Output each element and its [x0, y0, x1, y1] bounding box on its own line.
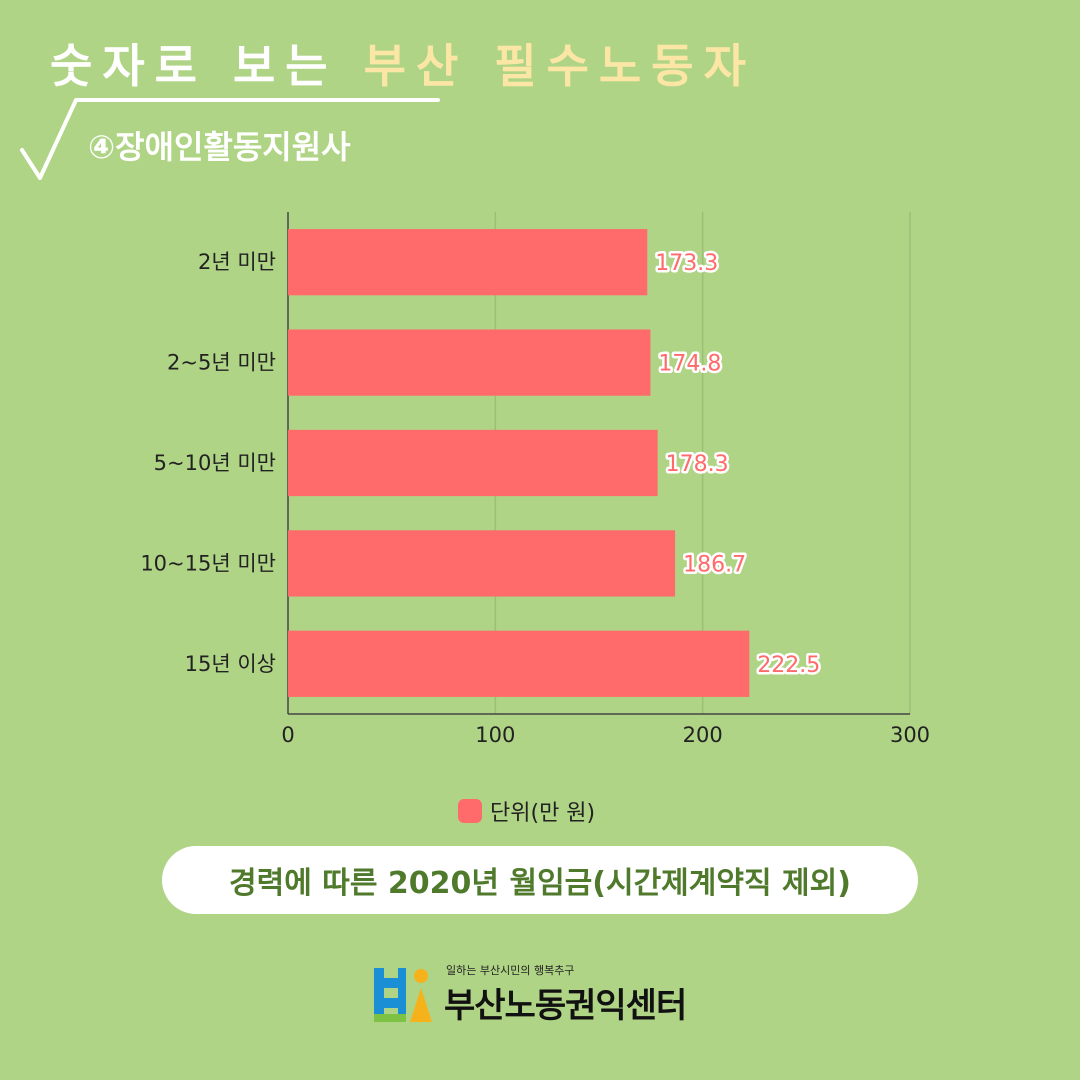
bar	[288, 530, 676, 597]
bar	[288, 329, 651, 396]
x-tick-label: 300	[890, 723, 930, 747]
chart-caption: 경력에 따른 2020년 월임금(시간제계약직 제외)	[162, 846, 918, 914]
data-label: 174.8	[658, 352, 721, 377]
x-tick-label: 0	[281, 723, 294, 747]
category-label: 2년 미만	[198, 250, 276, 274]
page-subtitle: ④장애인활동지원사	[88, 128, 351, 166]
bar	[288, 229, 648, 296]
category-label: 2~5년 미만	[167, 351, 276, 375]
category-label: 5~10년 미만	[154, 451, 276, 475]
category-label: 15년 이상	[185, 652, 276, 676]
data-label: 186.7	[683, 552, 746, 577]
legend-swatch	[458, 799, 482, 823]
sqrt-decoration	[20, 98, 440, 180]
logo-mark-icon	[374, 967, 432, 1022]
x-tick-label: 200	[683, 723, 723, 747]
data-label: 222.5	[757, 653, 820, 678]
x-tick-label: 100	[475, 723, 515, 747]
org-logo: 일하는 부산시민의 행복추구 부산노동권익센터	[372, 962, 687, 1027]
page-title: 숫자로 보는 부산 필수노동자	[50, 30, 756, 96]
data-label: 178.3	[666, 452, 729, 477]
logo-tagline: 일하는 부산시민의 행복추구	[446, 964, 575, 977]
bar-chart: 0 100 200 300 2년 미만 173.3 2~5년 미만 174.8 5~10년 미만…	[140, 212, 930, 747]
bar	[288, 429, 658, 497]
chart-legend: 단위(만 원)	[458, 795, 595, 827]
bar	[288, 630, 750, 697]
legend-label: 단위(만 원)	[490, 801, 596, 826]
category-label: 10~15년 미만	[140, 551, 276, 575]
data-label: 173.3	[655, 251, 718, 276]
title-highlight: 부산 필수노동자	[363, 39, 756, 93]
title-part1: 숫자로 보는	[50, 39, 364, 93]
logo-org-name: 부산노동권익센터	[444, 986, 687, 1026]
